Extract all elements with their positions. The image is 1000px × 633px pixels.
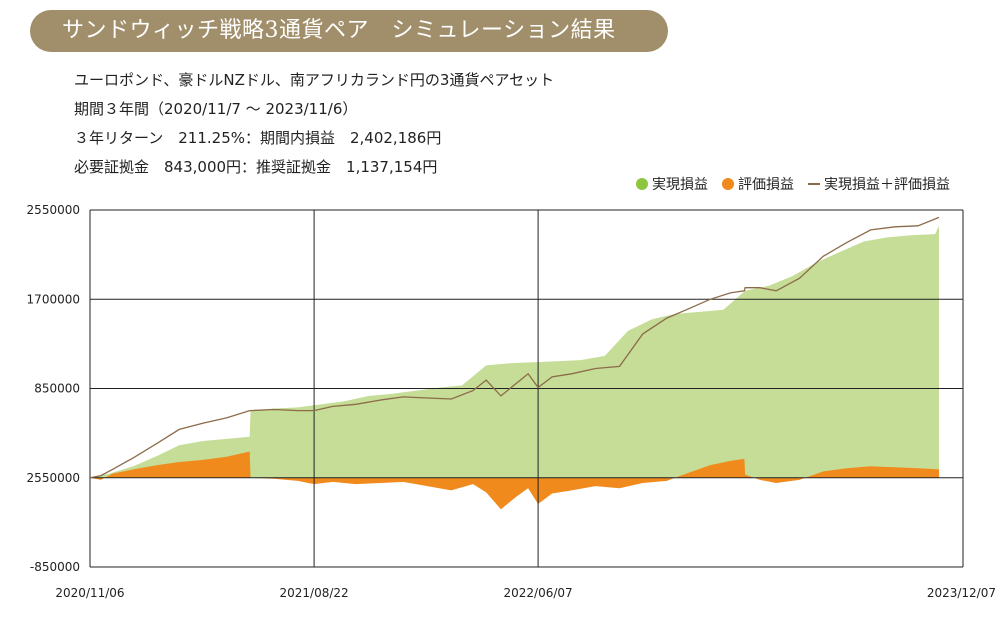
series-area-unrealized [90, 451, 939, 510]
series-line-total [89, 216, 940, 479]
info-return: ３年リターン 211.25%：期間内損益 2,402,186円 [74, 129, 442, 147]
y-tick-label: 1700000 [27, 292, 80, 306]
legend-label-realized: 実現損益 [652, 177, 708, 193]
legend-label-total: 実現損益＋評価損益 [824, 177, 950, 193]
info-period: 期間３年間（2020/11/7 ～ 2023/11/6） [74, 100, 358, 118]
x-tick-label: 2022/06/07 [504, 586, 573, 600]
legend-swatch-total [808, 183, 820, 185]
chart-legend: 実現損益 評価損益 実現損益＋評価損益 [636, 174, 950, 194]
legend-swatch-realized [636, 178, 648, 190]
x-tick-label: 2021/08/22 [280, 586, 349, 600]
x-tick-label: 2020/11/06 [55, 586, 124, 600]
y-tick-label: 850000 [34, 382, 80, 396]
y-tick-label: 2550000 [27, 203, 80, 217]
info-currency-pairs: ユーロポンド、豪ドルNZドル、南アフリカランド円の3通貨ペアセット [74, 71, 555, 89]
y-tick-label: -850000 [30, 560, 80, 574]
legend-swatch-unrealized [722, 178, 734, 190]
y-tick-label: 2550000 [27, 471, 80, 485]
page-title: サンドウィッチ戦略3通貨ペア シミュレーション結果 [30, 10, 668, 52]
legend-label-unrealized: 評価損益 [738, 177, 794, 193]
info-margin: 必要証拠金 843,000円：推奨証拠金 1,137,154円 [74, 158, 438, 176]
legend-item-unrealized: 評価損益 [722, 174, 794, 194]
summary-info: ユーロポンド、豪ドルNZドル、南アフリカランド円の3通貨ペアセット 期間３年間（… [74, 66, 554, 182]
x-tick-label: 2023/12/07 [927, 586, 996, 600]
series-area-realized [90, 225, 939, 478]
legend-item-total: 実現損益＋評価損益 [808, 174, 950, 194]
legend-item-realized: 実現損益 [636, 174, 708, 194]
